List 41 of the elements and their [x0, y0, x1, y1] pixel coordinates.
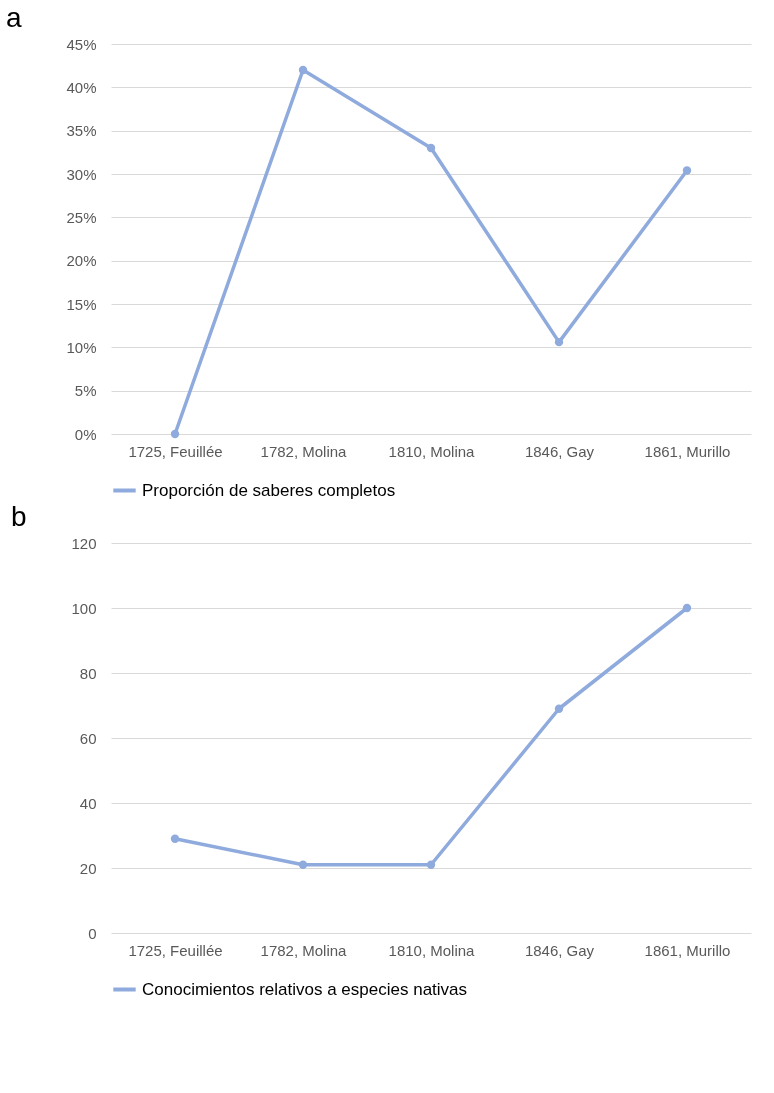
y-tick-label: 20 — [79, 859, 97, 877]
x-tick-label: 1861, Murillo — [644, 442, 731, 460]
x-tick-label: 1725, Feuillée — [128, 442, 223, 460]
y-tick-label: 120 — [71, 534, 97, 552]
point — [426, 143, 436, 153]
y-tick-label: 20% — [66, 252, 97, 270]
legend-label: Conocimientos relativos a especies nativas — [142, 979, 468, 999]
point — [426, 860, 436, 869]
x-tick-label: 1861, Murillo — [644, 941, 731, 959]
y-tick-label: 45% — [66, 35, 97, 53]
chart-title: b — [10, 501, 27, 532]
y-tick-label: 10% — [66, 338, 97, 356]
y-tick-label: 100 — [71, 599, 97, 617]
chart-title: a — [5, 2, 22, 33]
y-tick-label: 40 — [79, 794, 97, 812]
x-tick-label: 1782, Molina — [260, 941, 348, 959]
y-tick-label: 30% — [66, 165, 97, 183]
point — [298, 860, 308, 869]
point — [682, 166, 692, 175]
point — [554, 704, 564, 713]
y-tick-label: 35% — [66, 122, 97, 140]
y-tick-label: 0% — [74, 425, 97, 443]
y-tick-label: 5% — [74, 382, 97, 400]
x-tick-label: 1782, Molina — [260, 442, 348, 460]
legend-label: Proporción de saberes completos — [142, 480, 396, 500]
x-tick-label: 1810, Molina — [388, 442, 476, 460]
point — [682, 603, 692, 613]
point — [298, 65, 308, 75]
y-tick-label: 60 — [79, 729, 97, 747]
point — [554, 337, 564, 347]
y-tick-label: 40% — [66, 78, 97, 96]
x-tick-label: 1725, Feuillée — [128, 941, 223, 959]
point — [170, 834, 180, 843]
y-tick-label: 15% — [66, 295, 97, 313]
x-tick-label: 1810, Molina — [388, 941, 476, 959]
x-tick-label: 1846, Gay — [524, 442, 595, 460]
y-tick-label: 0 — [88, 924, 97, 942]
y-tick-label: 25% — [66, 208, 97, 226]
point — [170, 429, 180, 439]
y-tick-label: 80 — [79, 664, 97, 682]
x-tick-label: 1846, Gay — [524, 941, 595, 959]
